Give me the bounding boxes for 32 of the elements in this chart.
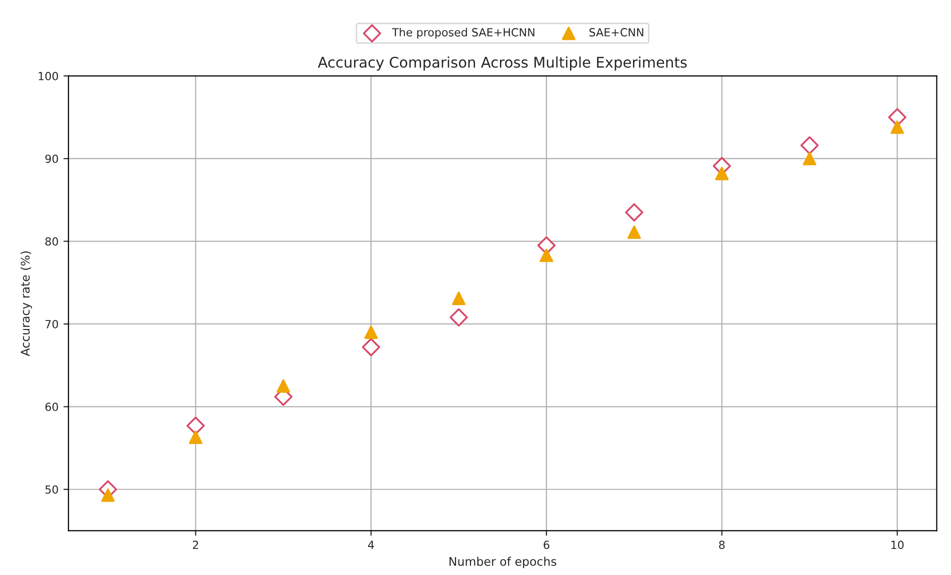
point — [800, 136, 819, 154]
x-tick-label: 4 — [368, 540, 374, 549]
point — [276, 379, 290, 393]
point — [362, 338, 380, 356]
point — [627, 225, 641, 239]
legend-label: SAE+CNN — [589, 28, 644, 36]
y-tick-label: 90 — [45, 154, 58, 163]
point — [625, 203, 644, 222]
y-axis-title: Accuracy rate (%) — [20, 251, 32, 356]
y-tick-label: 80 — [45, 237, 58, 246]
chart-title: Accuracy Comparison Across Multiple Experiments — [318, 56, 687, 71]
x-tick-label: 6 — [544, 540, 550, 550]
point — [188, 430, 202, 444]
point — [364, 326, 378, 339]
point — [540, 248, 554, 262]
point — [802, 152, 816, 166]
point — [888, 108, 906, 126]
point — [715, 166, 729, 180]
y-tick-label: 50 — [45, 485, 58, 494]
point — [450, 308, 468, 326]
y-tick-label: 70 — [46, 320, 58, 328]
y-tick-label: 60 — [45, 402, 58, 412]
legend-label: The proposed SAE+HCNN — [392, 28, 534, 39]
point — [101, 488, 115, 502]
x-tick-label: 10 — [891, 540, 904, 550]
x-axis-title: Number of epochs — [450, 556, 556, 568]
y-tick-label: 100 — [38, 72, 58, 80]
x-tick-label: 8 — [719, 540, 725, 550]
point — [452, 292, 466, 306]
point — [890, 120, 904, 134]
x-tick-label: 2 — [192, 540, 198, 549]
point — [186, 416, 205, 435]
